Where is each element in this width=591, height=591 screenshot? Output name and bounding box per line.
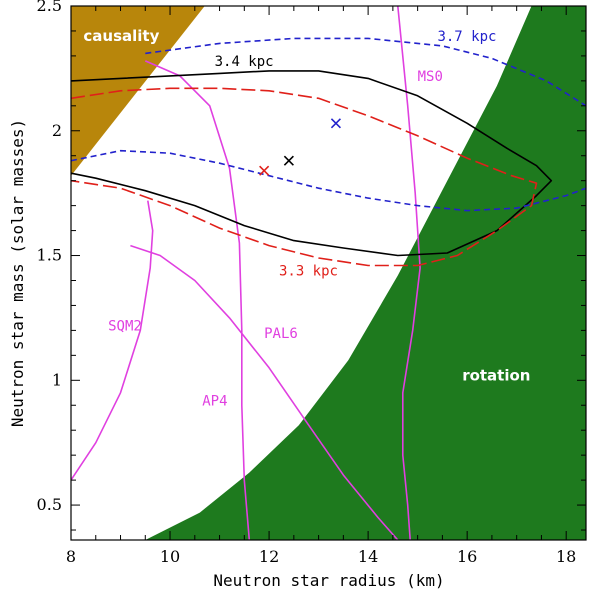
x-tick-label: 16: [457, 547, 477, 566]
eos-curve-ms0: [397, 6, 421, 540]
annotation-3-7-kpc: 3.7 kpc: [437, 29, 496, 45]
eos-curve-ap4: [144, 60, 251, 540]
x-tick-label: 18: [556, 547, 576, 566]
region-causality: [71, 6, 205, 176]
annotation-3-4-kpc: 3.4 kpc: [215, 54, 274, 70]
y-tick-label: 2.5: [37, 0, 62, 15]
annotation-causality: causality: [83, 27, 159, 45]
y-tick-label: 2: [52, 121, 62, 140]
plot-area: 3.7 kpc 3.4 kpc 3.3 kpc MS0 SQM2 PAL6 AP4 causa…: [71, 6, 586, 540]
annotation-rotation: rotation: [462, 366, 530, 384]
x-tick-label: 14: [358, 547, 378, 566]
best-fit-marker-3-7-kpc: [330, 118, 341, 129]
best-fit-marker-3-4-kpc: [283, 155, 294, 166]
region-rotation: [145, 6, 586, 540]
annotation-pal6: PAL6: [264, 326, 298, 342]
y-axis-title: Neutron star mass (solar masses): [8, 119, 27, 427]
x-tick-label: 8: [66, 547, 76, 566]
eos-curve-sqm2: [71, 200, 154, 481]
eos-curve-pal6: [130, 244, 399, 540]
x-tick-label: 10: [160, 547, 180, 566]
annotation-sqm2: SQM2: [108, 318, 142, 334]
contour-3-4-kpc: [71, 70, 553, 257]
plot-frame: [70, 5, 587, 541]
y-tick-label: 1.5: [37, 246, 62, 265]
axes: 8 10 12 14 16 18 0.5 1 1.5 2 2.5: [37, 0, 587, 566]
x-axis-title: Neutron star radius (km): [213, 571, 444, 590]
y-tick-label: 0.5: [37, 495, 62, 514]
contour-3-3-kpc: [71, 87, 538, 267]
best-fit-marker-3-3-kpc: [259, 165, 270, 176]
annotation-ap4: AP4: [202, 393, 227, 409]
annotation-ms0: MS0: [418, 69, 443, 85]
y-tick-label: 1: [52, 370, 62, 389]
contour-3-7-kpc: [71, 37, 586, 212]
annotation-3-3-kpc: 3.3 kpc: [279, 263, 338, 279]
x-tick-label: 12: [259, 547, 279, 566]
